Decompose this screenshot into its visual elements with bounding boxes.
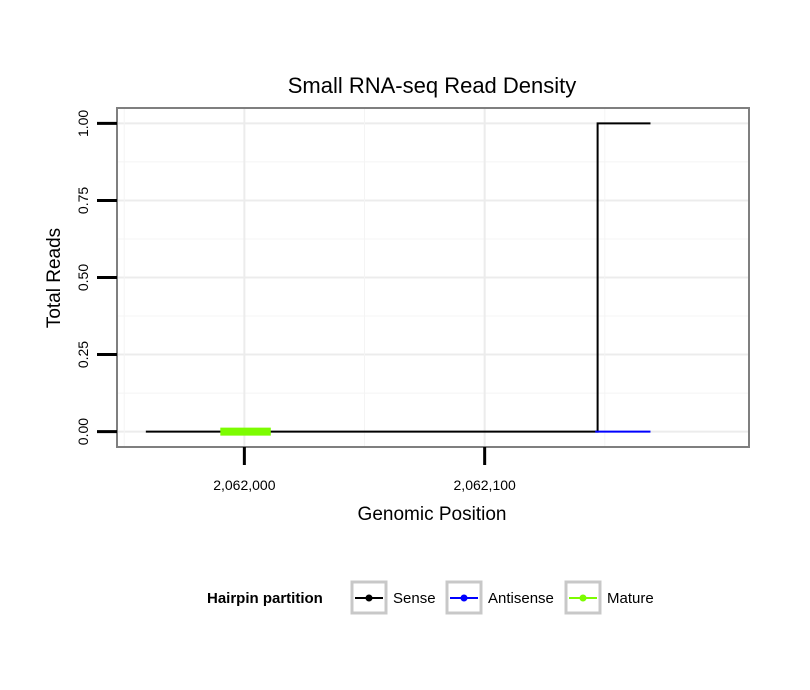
legend-label: Sense: [393, 590, 436, 607]
x-tick-label: 2,062,000: [213, 477, 275, 493]
series-layer: [145, 122, 651, 436]
chart-title: Small RNA-seq Read Density: [288, 73, 577, 98]
legend-key-point: [460, 594, 468, 602]
x-axis-title: Genomic Position: [358, 504, 507, 525]
legend: Hairpin partition Sense Antisense Mature: [207, 580, 654, 615]
y-axis-title: Total Reads: [44, 228, 65, 328]
y-axis: 0.00 0.25 0.50 0.75 1.00: [75, 110, 117, 445]
legend-entries: Sense Antisense Mature: [350, 580, 654, 615]
y-tick-label: 0.00: [75, 418, 91, 445]
plot-area: [116, 107, 750, 448]
legend-entry-antisense: Antisense: [445, 580, 554, 615]
legend-label: Antisense: [488, 590, 554, 607]
y-tick-label: 1.00: [75, 110, 91, 137]
x-tick-label: 2,062,100: [454, 477, 516, 493]
y-tick-label: 0.25: [75, 341, 91, 368]
legend-title: Hairpin partition: [207, 590, 323, 607]
legend-key-point: [579, 594, 587, 602]
legend-label: Mature: [607, 590, 654, 607]
legend-entry-mature: Mature: [564, 580, 654, 615]
legend-key-point: [365, 594, 373, 602]
y-tick-label: 0.75: [75, 187, 91, 214]
x-axis: 2,062,000 2,062,100: [213, 447, 516, 493]
legend-entry-sense: Sense: [350, 580, 436, 615]
y-tick-label: 0.50: [75, 264, 91, 291]
grid: [117, 108, 749, 447]
